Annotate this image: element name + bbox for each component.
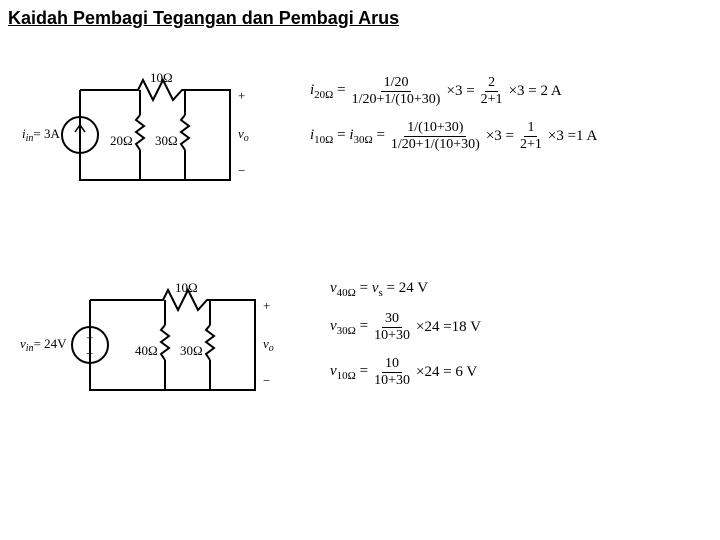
eq-v30: v30Ω = 3010+30 ×24 =18 V (330, 311, 481, 344)
r-30b-label: 30Ω (180, 343, 203, 358)
vo-label: vo (238, 126, 249, 144)
eq-v40: v40Ω = vs = 24 V (330, 280, 481, 299)
iin-label: iin= 3A (22, 126, 60, 144)
r-top2-label: 10Ω (175, 280, 198, 295)
r-20-label: 20Ω (110, 133, 133, 148)
circuit-current-divider: 10Ω 20Ω 30Ω + vo − iin= 3A (20, 70, 280, 205)
svg-text:−: − (86, 346, 93, 361)
vo2-plus: + (263, 298, 270, 313)
eq-i20: i20Ω = 1/201/20+1/(10+30) ×3 = 22+1 ×3 =… (310, 75, 597, 108)
r-30-label: 30Ω (155, 133, 178, 148)
r-40-label: 40Ω (135, 343, 158, 358)
eq-v10: v10Ω = 1010+30 ×24 = 6 V (330, 356, 481, 389)
equations-voltage: v40Ω = vs = 24 V v30Ω = 3010+30 ×24 =18 … (330, 280, 481, 401)
vo-minus: − (238, 163, 245, 178)
vo2-label: vo (263, 336, 274, 354)
page-title: Kaidah Pembagi Tegangan dan Pembagi Arus (8, 8, 399, 29)
svg-text:+: + (86, 330, 93, 345)
vin-label: vin= 24V (20, 336, 67, 354)
equations-current: i20Ω = 1/201/20+1/(10+30) ×3 = 22+1 ×3 =… (310, 75, 597, 165)
circuit-voltage-divider: + − 10Ω 40Ω 30Ω + vo − vin= 24V (20, 280, 300, 415)
r-top-label: 10Ω (150, 70, 173, 85)
eq-i10: i10Ω = i30Ω = 1/(10+30)1/20+1/(10+30) ×3… (310, 120, 597, 153)
vo-plus: + (238, 88, 245, 103)
vo2-minus: − (263, 373, 270, 388)
